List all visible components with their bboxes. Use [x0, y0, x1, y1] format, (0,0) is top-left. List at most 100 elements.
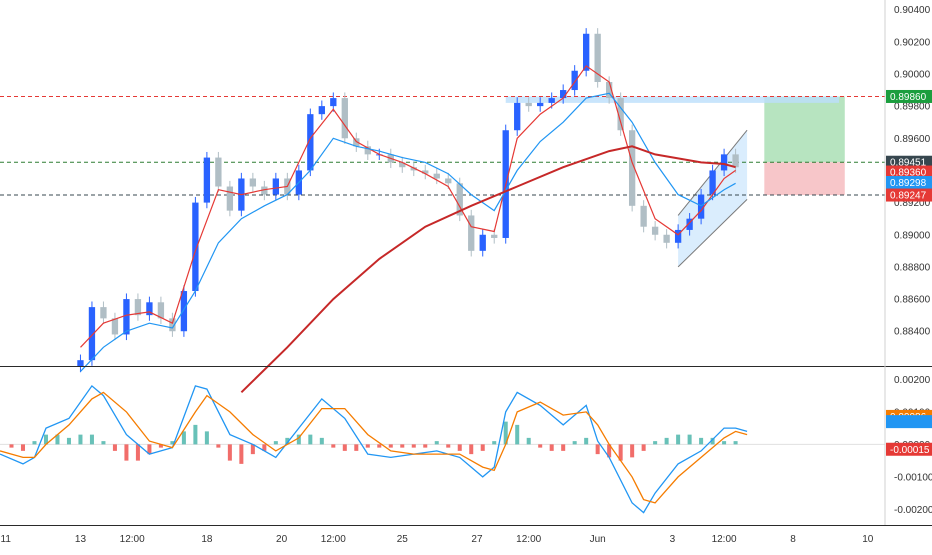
candle-body	[157, 302, 165, 319]
histogram-bar	[319, 437, 324, 445]
candle[interactable]	[341, 92, 348, 144]
price-axis-tick-label: 0.90000	[894, 69, 931, 80]
candle[interactable]	[146, 296, 153, 321]
candle-body	[560, 90, 567, 99]
histogram-bar	[55, 434, 60, 445]
candle[interactable]	[697, 188, 705, 225]
candle[interactable]	[307, 108, 314, 177]
candle[interactable]	[249, 172, 257, 193]
oscillator-line-0[interactable]	[0, 384, 748, 514]
candle[interactable]	[686, 213, 693, 236]
oscillator-axis-tick-label: -0.00200	[894, 505, 932, 516]
time-axis-tick-label: 3	[670, 534, 676, 545]
histogram-bar	[66, 437, 71, 445]
candle-body	[123, 299, 130, 335]
candle[interactable]	[422, 164, 429, 180]
candle-body	[307, 114, 314, 171]
moving-average-line-2[interactable]	[240, 145, 736, 394]
candle-body	[180, 291, 188, 332]
histogram-bar	[9, 444, 14, 448]
histogram-bar	[584, 437, 589, 445]
candle[interactable]	[226, 180, 234, 217]
candle[interactable]	[537, 97, 544, 112]
oscillator-line-1[interactable]	[0, 391, 748, 504]
candle[interactable]	[215, 151, 222, 193]
candle[interactable]	[560, 84, 567, 104]
histogram-bar	[216, 444, 221, 448]
candle[interactable]	[617, 92, 624, 136]
histogram-bar	[618, 444, 623, 461]
histogram-bar	[423, 444, 428, 448]
candle-body	[479, 234, 486, 251]
price-axis-tick-label: 0.88800	[894, 262, 931, 273]
candle[interactable]	[525, 97, 532, 112]
candle[interactable]	[605, 76, 613, 104]
candle[interactable]	[720, 148, 728, 177]
candle[interactable]	[203, 151, 211, 209]
candle[interactable]	[663, 229, 670, 249]
price-label-bg	[886, 89, 932, 103]
candle[interactable]	[111, 312, 119, 341]
resistance-box[interactable]	[505, 96, 840, 103]
candle[interactable]	[732, 148, 739, 173]
oscillator-label-bg	[886, 415, 932, 429]
time-axis-tick-label: 27	[471, 534, 483, 545]
candle[interactable]	[479, 229, 486, 257]
candle[interactable]	[628, 124, 636, 212]
candle[interactable]	[651, 221, 659, 241]
histogram-bar	[538, 444, 543, 448]
candle[interactable]	[594, 28, 601, 88]
histogram-bar	[331, 444, 336, 448]
histogram-bar	[354, 444, 359, 451]
oscillator-pane[interactable]	[0, 384, 885, 514]
candle[interactable]	[399, 156, 406, 173]
candle[interactable]	[514, 97, 521, 136]
candle-body	[651, 226, 659, 235]
candle-body	[318, 106, 325, 115]
candle[interactable]	[169, 312, 176, 337]
histogram-bar	[595, 444, 600, 455]
price-label-bg	[886, 188, 932, 202]
candle[interactable]	[100, 301, 107, 324]
candle[interactable]	[123, 293, 130, 341]
candle-body	[261, 186, 268, 195]
candle[interactable]	[640, 200, 647, 233]
moving-average-line-0[interactable]	[80, 65, 736, 348]
candle-body	[605, 82, 613, 99]
candle[interactable]	[88, 301, 96, 366]
histogram-bar	[227, 444, 232, 461]
price-label-1: 0.89451	[886, 155, 932, 169]
candle[interactable]	[134, 293, 142, 321]
time-axis-tick-label: 12:00	[120, 534, 145, 545]
candle[interactable]	[157, 296, 165, 324]
histogram-bar	[400, 444, 405, 448]
candle[interactable]	[77, 354, 84, 373]
channel-lower-line[interactable]	[677, 199, 748, 268]
histogram-bar	[239, 444, 244, 464]
candle[interactable]	[583, 28, 590, 77]
candle-body	[249, 178, 257, 187]
candle[interactable]	[272, 172, 280, 201]
histogram-bar	[124, 444, 129, 461]
candle[interactable]	[468, 209, 475, 257]
moving-average-line-1[interactable]	[80, 92, 736, 372]
loss-zone[interactable]	[764, 162, 845, 196]
time-axis-tick-label: Jun	[590, 534, 606, 545]
histogram-bar	[78, 434, 83, 445]
candle-body	[525, 102, 532, 107]
candle[interactable]	[192, 196, 199, 297]
profit-zone[interactable]	[764, 96, 845, 163]
price-pane[interactable]	[0, 28, 885, 394]
candle[interactable]	[353, 132, 360, 152]
candle[interactable]	[318, 100, 325, 120]
candle[interactable]	[410, 161, 417, 177]
candle-body	[422, 170, 429, 174]
candle[interactable]	[261, 180, 268, 201]
candle[interactable]	[674, 224, 682, 249]
candle[interactable]	[180, 285, 188, 337]
candle[interactable]	[433, 168, 440, 185]
candle[interactable]	[571, 65, 578, 96]
candle[interactable]	[364, 140, 371, 160]
candle-body	[640, 205, 647, 227]
